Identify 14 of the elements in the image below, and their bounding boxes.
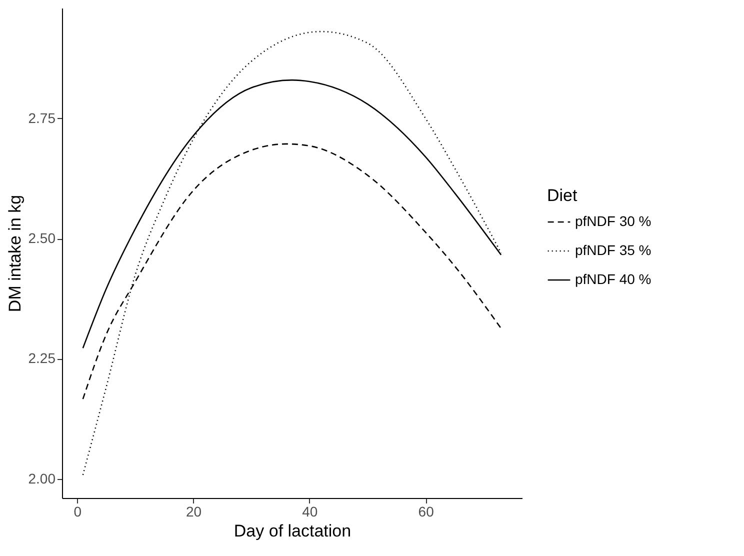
x-tick-label: 60 (418, 504, 434, 520)
y-tick-label: 2.75 (28, 110, 56, 126)
x-tick-label: 40 (302, 504, 318, 520)
y-tick-label: 2.50 (28, 230, 56, 246)
y-tick-label: 2.00 (28, 470, 56, 486)
legend-title: Diet (547, 186, 578, 205)
x-tick-label: 20 (186, 504, 202, 520)
legend-label: pfNDF 35 % (575, 242, 652, 258)
legend-label: pfNDF 30 % (575, 213, 652, 229)
y-tick-label: 2.25 (28, 350, 56, 366)
x-axis-title: Day of lactation (234, 522, 352, 540)
x-tick-label: 0 (74, 504, 82, 520)
y-axis-title: DM intake in kg (5, 194, 24, 312)
legend-label: pfNDF 40 % (575, 271, 652, 287)
